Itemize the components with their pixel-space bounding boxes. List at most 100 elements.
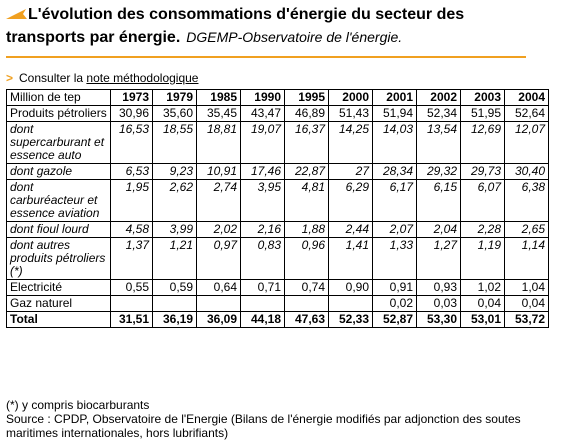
arrow-icon	[6, 6, 28, 27]
row-label: dont autres produits pétroliers (*)	[6, 237, 111, 280]
title-line-1: L'évolution des consommations d'énergie …	[28, 6, 465, 23]
table-cell: 3,99	[152, 221, 197, 238]
table-cell: 0,74	[284, 279, 329, 296]
table-cell: 29,73	[460, 163, 505, 180]
table-cell: 2,62	[152, 179, 197, 222]
table-cell: 2,16	[240, 221, 285, 238]
table-cell: 43,47	[240, 105, 285, 122]
table-cell: 36,09	[196, 311, 241, 328]
table-row: dont fioul lourd 4,58 3,99 2,02 2,16 1,88 2,44…	[6, 221, 549, 238]
table-cell	[110, 295, 153, 312]
row-label: dont carburéacteur et essence aviation	[6, 179, 111, 222]
year-header: 1973	[110, 89, 153, 106]
table-cell: 2,04	[416, 221, 461, 238]
table-cell: 1,14	[504, 237, 549, 280]
table-row: dont autres produits pétroliers (*) 1,37 1…	[6, 237, 549, 280]
table-cell: 0,64	[196, 279, 241, 296]
table-cell: 28,34	[372, 163, 417, 180]
table-cell: 16,53	[110, 121, 153, 164]
table-header-label: Million de tep	[6, 89, 111, 106]
table-row: dont supercarburant et essence auto 16,53…	[6, 121, 549, 164]
table-cell: 22,87	[284, 163, 329, 180]
year-header: 2000	[328, 89, 373, 106]
energy-consumption-table: Million de tep 1973 1979 1985 1990 1995 2000 2…	[6, 89, 549, 328]
table-cell: 6,38	[504, 179, 549, 222]
table-cell: 19,07	[240, 121, 285, 164]
table-cell: 0,04	[460, 295, 505, 312]
table-cell: 31,51	[110, 311, 153, 328]
table-cell: 1,88	[284, 221, 329, 238]
row-label: dont gazole	[6, 163, 111, 180]
table-cell: 13,54	[416, 121, 461, 164]
table-row: dont carburéacteur et essence aviation 1,…	[6, 179, 549, 222]
table-cell: 2,74	[196, 179, 241, 222]
table-cell: 1,02	[460, 279, 505, 296]
table-cell: 2,07	[372, 221, 417, 238]
table-cell: 6,17	[372, 179, 417, 222]
method-note: > Consulter la note méthodologique	[6, 71, 198, 85]
table-cell: 0,97	[196, 237, 241, 280]
table-cell: 6,29	[328, 179, 373, 222]
table-cell: 1,33	[372, 237, 417, 280]
table-cell: 0,91	[372, 279, 417, 296]
table-cell: 1,37	[110, 237, 153, 280]
table-cell: 1,04	[504, 279, 549, 296]
table-cell: 35,60	[152, 105, 197, 122]
table-cell: 35,45	[196, 105, 241, 122]
table-cell	[284, 295, 329, 312]
year-header: 1995	[284, 89, 329, 106]
footnotes: (*) y compris biocarburants Source : CPD…	[6, 398, 574, 440]
table-cell: 30,96	[110, 105, 153, 122]
table-row: Electricité 0,55 0,59 0,64 0,71 0,74 0,90 0,91 0…	[6, 279, 549, 296]
table-row: Total 31,51 36,19 36,09 44,18 47,63 52,33 52,87…	[6, 311, 549, 328]
method-note-link[interactable]: note méthodologique	[86, 71, 199, 85]
table-cell: 27	[328, 163, 373, 180]
table-row: Produits pétroliers 30,96 35,60 35,45 43,47 4…	[6, 105, 549, 122]
table-cell: 12,69	[460, 121, 505, 164]
table-cell: 51,94	[372, 105, 417, 122]
table-cell: 2,44	[328, 221, 373, 238]
table-cell: 18,81	[196, 121, 241, 164]
table-cell: 1,27	[416, 237, 461, 280]
table-cell	[152, 295, 197, 312]
table-cell: 10,91	[196, 163, 241, 180]
table-cell: 36,19	[152, 311, 197, 328]
table-cell: 52,34	[416, 105, 461, 122]
table-cell: 0,90	[328, 279, 373, 296]
row-label: dont supercarburant et essence auto	[6, 121, 111, 164]
table-cell: 53,01	[460, 311, 505, 328]
table-cell	[240, 295, 285, 312]
table-cell: 4,81	[284, 179, 329, 222]
table-cell: 0,93	[416, 279, 461, 296]
chevron-right-icon: >	[6, 71, 14, 85]
table-cell: 29,32	[416, 163, 461, 180]
table-cell: 52,64	[504, 105, 549, 122]
table-cell: 6,53	[110, 163, 153, 180]
year-header: 1990	[240, 89, 285, 106]
row-label: Produits pétroliers	[6, 105, 111, 122]
table-cell: 52,87	[372, 311, 417, 328]
table-cell: 9,23	[152, 163, 197, 180]
method-note-prefix: Consulter la	[19, 71, 84, 85]
year-header: 1979	[152, 89, 197, 106]
row-label: dont fioul lourd	[6, 221, 111, 238]
table-cell: 46,89	[284, 105, 329, 122]
table-cell: 53,30	[416, 311, 461, 328]
year-header: 1985	[196, 89, 241, 106]
table-cell	[196, 295, 241, 312]
table-cell: 0,59	[152, 279, 197, 296]
table-cell: 0,71	[240, 279, 285, 296]
footnote-biocarburants: (*) y compris biocarburants	[6, 398, 150, 412]
table-cell: 1,95	[110, 179, 153, 222]
table-cell: 3,95	[240, 179, 285, 222]
table-cell: 14,03	[372, 121, 417, 164]
table-cell: 0,04	[504, 295, 549, 312]
table-cell: 53,72	[504, 311, 549, 328]
table-cell: 30,40	[504, 163, 549, 180]
table-cell: 16,37	[284, 121, 329, 164]
page-title: L'évolution des consommations d'énergie …	[6, 4, 571, 48]
year-header: 2004	[504, 89, 549, 106]
table-cell: 1,19	[460, 237, 505, 280]
table-cell: 6,07	[460, 179, 505, 222]
row-label: Electricité	[6, 279, 111, 296]
